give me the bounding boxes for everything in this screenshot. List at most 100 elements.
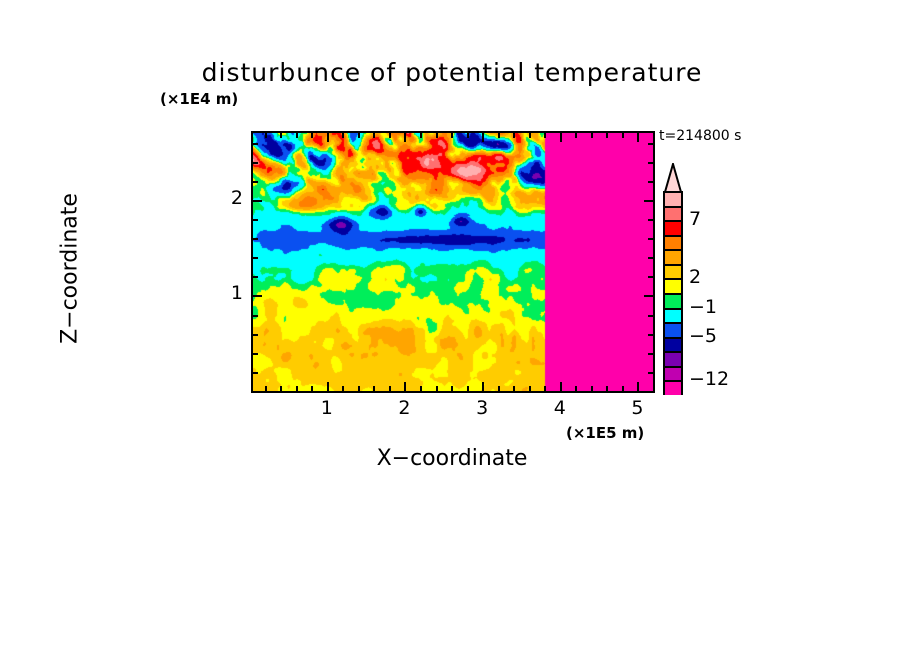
colorbar-band	[663, 249, 683, 264]
y-axis-tick	[648, 257, 653, 259]
x-axis-tick	[498, 386, 500, 391]
x-axis-tick	[358, 386, 360, 391]
y-axis-tick	[253, 372, 258, 374]
y-axis-tick	[253, 200, 262, 202]
x-axis-tick	[280, 133, 282, 138]
colorbar-tick-label: −12	[689, 368, 730, 391]
colorbar-band	[663, 336, 683, 352]
y-tick-label: 2	[230, 186, 243, 209]
y-axis-tick	[253, 219, 258, 221]
colorbar-band	[663, 365, 683, 381]
x-axis-tick	[529, 133, 531, 138]
colorbar-arrow-tip	[663, 163, 683, 193]
y-axis-tick	[253, 276, 258, 278]
x-axis-tick	[420, 386, 422, 391]
x-axis-tick	[591, 133, 593, 138]
colorbar-band	[663, 351, 683, 366]
y-tick-label: 1	[230, 282, 243, 305]
y-axis-tick	[648, 219, 653, 221]
x-tick-label: 3	[476, 397, 489, 419]
x-axis-label: X−coordinate	[376, 446, 528, 471]
x-axis-tick	[513, 386, 515, 391]
x-axis-tick	[265, 133, 267, 138]
x-axis-tick	[327, 382, 329, 391]
x-tick-label: 1	[320, 397, 333, 419]
y-axis-tick	[253, 315, 258, 317]
x-axis-tick	[296, 133, 298, 138]
colorbar-band	[663, 234, 683, 250]
y-axis-tick	[648, 315, 653, 317]
y-axis-tick	[253, 143, 258, 145]
x-tick-label: 2	[398, 397, 411, 419]
contour-plot-area	[251, 131, 655, 393]
x-axis-tick	[358, 133, 360, 138]
x-axis-tick	[327, 133, 329, 142]
x-axis-tick	[606, 133, 608, 138]
y-axis-tick	[253, 334, 258, 336]
x-tick-label: 4	[553, 397, 566, 419]
x-axis-tick	[342, 386, 344, 391]
y-axis-tick	[253, 295, 262, 297]
x-axis-tick	[560, 133, 562, 142]
x-axis-tick	[296, 386, 298, 391]
colorbar-tick-label: 2	[689, 266, 702, 289]
y-axis-tick	[648, 238, 653, 240]
colorbar-band	[663, 205, 683, 221]
x-axis-tick	[467, 386, 469, 391]
y-axis-tick	[253, 238, 258, 240]
x-axis-tick	[606, 386, 608, 391]
y-axis-tick	[648, 162, 653, 164]
colorbar-band	[663, 220, 683, 235]
x-axis-tick	[311, 133, 313, 138]
x-axis-tick	[467, 133, 469, 138]
colorbar-band	[663, 263, 683, 279]
x-axis-tick	[513, 133, 515, 138]
x-axis-tick	[575, 386, 577, 391]
x-axis-tick	[373, 133, 375, 138]
colorbar-tick-label: −5	[689, 324, 718, 347]
x-axis-tick	[560, 382, 562, 391]
y-axis-tick	[648, 181, 653, 183]
x-axis-tick	[529, 386, 531, 391]
colorbar-band	[663, 191, 683, 206]
x-axis-tick	[482, 382, 484, 391]
y-axis-tick	[644, 200, 653, 202]
x-axis-tick	[436, 386, 438, 391]
x-axis-tick	[622, 133, 624, 138]
time-annotation: t=214800 s	[659, 128, 742, 144]
x-axis-tick	[342, 133, 344, 138]
y-axis-tick	[648, 276, 653, 278]
x-axis-tick	[404, 133, 406, 142]
colorbar-band	[663, 293, 683, 308]
x-axis-tick	[637, 382, 639, 391]
colorbar-band	[663, 278, 683, 293]
y-axis-tick	[648, 334, 653, 336]
x-axis-tick	[265, 386, 267, 391]
colorbar-band	[663, 322, 683, 337]
x-axis-tick	[591, 386, 593, 391]
y-axis-tick	[253, 257, 258, 259]
x-axis-tick	[280, 386, 282, 391]
y-axis-tick	[253, 353, 258, 355]
y-axis-tick	[253, 181, 258, 183]
colorbar-tick-label: 7	[689, 208, 702, 231]
colorbar	[663, 163, 683, 395]
x-axis-tick	[373, 386, 375, 391]
x-axis-tick	[436, 133, 438, 138]
x-tick-label: 5	[631, 397, 644, 419]
colorbar-band	[663, 380, 683, 395]
y-axis-tick	[644, 295, 653, 297]
x-axis-tick	[482, 133, 484, 142]
x-axis-tick	[311, 386, 313, 391]
x-axis-tick	[498, 133, 500, 138]
x-axis-tick	[389, 133, 391, 138]
y-axis-tick	[648, 353, 653, 355]
colorbar-band	[663, 307, 683, 323]
x-axis-tick	[451, 386, 453, 391]
x-axis-units: (×1E5 m)	[566, 424, 645, 442]
x-axis-tick	[451, 133, 453, 138]
contour-field	[253, 133, 653, 391]
x-axis-tick	[622, 386, 624, 391]
x-axis-tick	[637, 133, 639, 142]
